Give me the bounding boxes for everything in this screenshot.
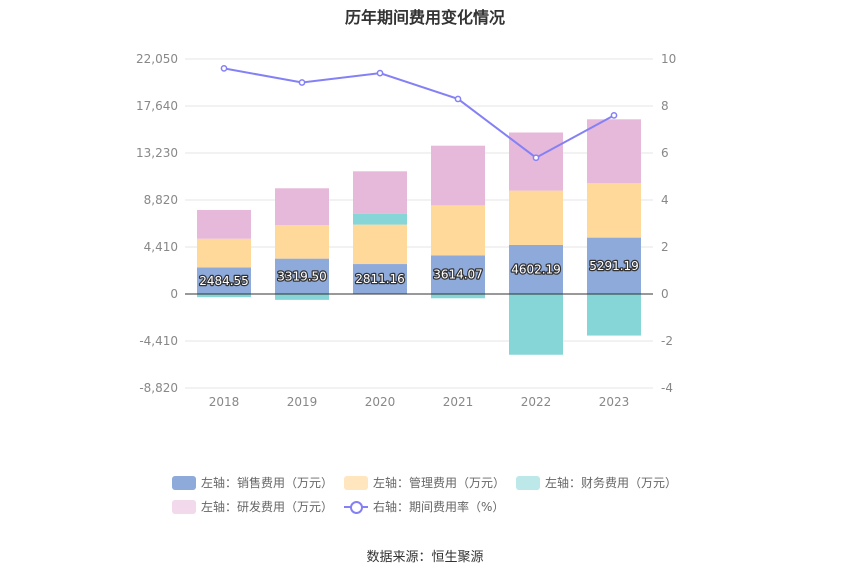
legend-label-admin: 左轴：管理费用（万元）	[373, 476, 506, 490]
y-tick-label-left: 13,230	[136, 146, 178, 160]
bar-rnd	[353, 171, 407, 214]
y-tick-label-right: 8	[661, 99, 669, 113]
line-point-expense-ratio	[610, 112, 618, 119]
x-tick-label: 2020	[365, 395, 396, 409]
y-tick-label-left: 22,050	[136, 52, 178, 66]
x-tick-label: 2021	[443, 395, 474, 409]
y-tick-label-left: -4,410	[139, 334, 178, 348]
bar-sales	[353, 264, 407, 294]
data-label-sales: 3319.50	[277, 269, 327, 283]
y-tick-label-right: 6	[661, 146, 669, 160]
y-tick-label-left: 17,640	[136, 99, 178, 113]
y-tick-label-left: 0	[170, 287, 178, 301]
line-expense-ratio	[223, 67, 615, 159]
bar-admin	[353, 224, 407, 265]
bar-rnd	[509, 132, 563, 191]
chart-title: 历年期间费用变化情况	[344, 8, 505, 27]
y-tick-label-left: -8,820	[139, 381, 178, 395]
legend-swatch-admin	[344, 475, 368, 490]
line-point-expense-ratio	[376, 69, 384, 77]
bar-sales	[587, 237, 641, 294]
data-label-sales: 2811.16	[355, 272, 405, 286]
bar-sales	[431, 255, 485, 294]
x-tick-label: 2023	[599, 395, 630, 409]
legend-label-rnd: 左轴：研发费用（万元）	[201, 500, 334, 514]
y-tick-label-left: 4,410	[144, 240, 178, 254]
legend-label-expense-ratio: 右轴：期间费用率（%）	[373, 500, 505, 514]
legend-line-marker	[344, 500, 368, 514]
bar-rnd	[587, 119, 641, 184]
data-label-sales: 3614.07	[433, 268, 483, 282]
x-tick-label: 2019	[287, 395, 318, 409]
bar-finance	[353, 213, 407, 225]
bar-finance	[587, 294, 641, 336]
bar-admin	[431, 205, 485, 256]
legend-label-finance: 左轴：财务费用（万元）	[545, 476, 678, 490]
y-tick-label-right: 10	[661, 52, 676, 66]
line-point-expense-ratio	[298, 79, 306, 86]
bar-admin	[587, 183, 641, 238]
x-tick-label: 2018	[209, 395, 240, 409]
bar-finance	[275, 294, 329, 300]
line-point-expense-ratio	[532, 154, 540, 162]
bar-admin	[275, 225, 329, 259]
data-source: 数据来源：恒生聚源	[366, 550, 484, 565]
bar-rnd	[431, 145, 485, 206]
legend-swatch-finance	[516, 475, 540, 490]
line-point-expense-ratio	[220, 65, 228, 72]
legend-item-sales[interactable]: 左轴：销售费用（万元）	[172, 474, 333, 491]
bar-finance	[431, 294, 485, 299]
legend-swatch-sales	[172, 475, 196, 490]
data-label-sales: 4602.19	[511, 262, 561, 276]
data-label-sales: 5291.19	[589, 259, 639, 273]
bar-finance	[197, 294, 251, 298]
bar-rnd	[275, 188, 329, 226]
legend-item-admin[interactable]: 左轴：管理费用（万元）	[344, 474, 505, 491]
line-point-expense-ratio	[454, 95, 462, 103]
bar-sales	[509, 244, 563, 294]
y-tick-label-right: 0	[661, 287, 669, 301]
bar-sales	[275, 258, 329, 294]
y-tick-label-right: 2	[661, 240, 669, 254]
legend-item-expense-ratio[interactable]: 右轴：期间费用率（%）	[344, 498, 504, 515]
legend-swatch-rnd	[172, 499, 196, 514]
y-tick-label-right: -2	[661, 334, 673, 348]
x-tick-label: 2022	[521, 395, 552, 409]
legend-item-finance[interactable]: 左轴：财务费用（万元）	[516, 474, 677, 491]
legend-item-rnd[interactable]: 左轴：研发费用（万元）	[172, 498, 333, 515]
y-tick-label-right: 4	[661, 193, 669, 207]
y-tick-label-right: -4	[661, 381, 673, 395]
bar-finance	[509, 294, 563, 355]
bar-admin	[197, 238, 251, 268]
bar-rnd	[197, 209, 251, 239]
y-tick-label-left: 8,820	[144, 193, 178, 207]
bar-admin	[509, 190, 563, 245]
legend-label-sales: 左轴：销售费用（万元）	[201, 476, 334, 490]
data-label-sales: 2484.55	[199, 274, 249, 288]
bar-sales	[197, 267, 251, 294]
